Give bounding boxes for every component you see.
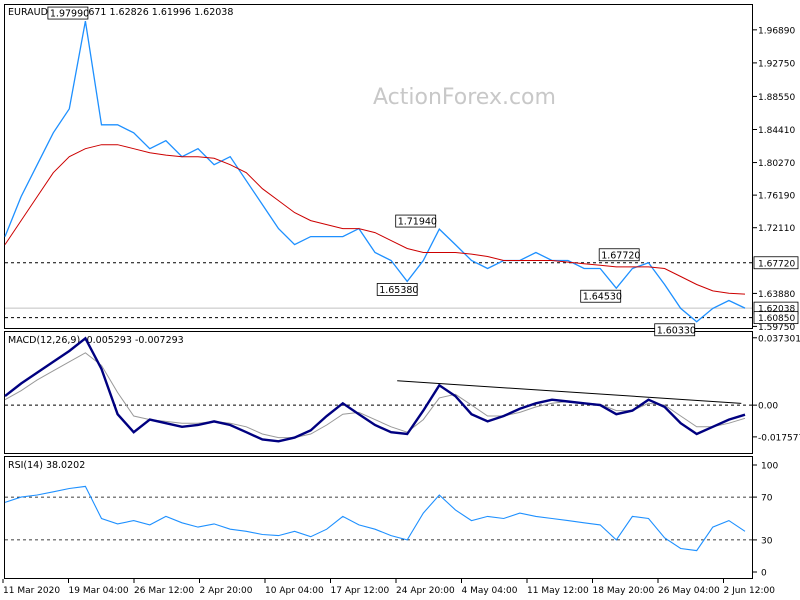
rsi-series	[4, 485, 746, 552]
rsi-panel-frame	[4, 456, 753, 579]
price-annotation-4: 1.64530	[583, 292, 622, 303]
price-tick-9: 1.62038	[758, 305, 795, 315]
x-tick-1: 19 Mar 04:00	[69, 586, 129, 596]
macd-trendline	[397, 380, 742, 404]
price-tick-7: 1.67720	[758, 259, 795, 269]
price-panel-frame	[4, 4, 753, 329]
price-tick-3: 1.84410	[758, 126, 795, 136]
x-tick-9: 18 May 20:00	[593, 586, 655, 596]
x-tick-2: 26 Mar 12:00	[134, 586, 194, 596]
macd-tick-2: -0.017577	[758, 433, 800, 443]
watermark: ActionForex.com	[373, 85, 556, 110]
macd-tick-0: 0.037301	[758, 334, 800, 344]
price-tick-5: 1.76190	[758, 192, 795, 202]
x-tick-6: 24 Apr 20:00	[396, 586, 455, 596]
price-annotation-box-1	[395, 214, 437, 228]
price-plot: 1.97990 1.71940 1.65380 1.67720 1.64530 1.603…	[4, 6, 752, 337]
price-tick-box-7	[753, 256, 799, 270]
x-tick-0: 11 Mar 2020	[3, 586, 60, 596]
price-annotation-box-5	[654, 323, 696, 337]
x-tick-4: 10 Apr 04:00	[265, 586, 324, 596]
price-annotation-0: 1.97990	[50, 9, 89, 20]
macd-series	[4, 336, 746, 443]
price-annotation-2: 1.65380	[379, 285, 418, 296]
rsi-panel-header: RSI(14) 38.0202	[8, 460, 85, 471]
x-tick-7: 4 May 04:00	[462, 586, 518, 596]
rsi-tick-1: 70	[761, 494, 773, 504]
x-tick-10: 26 May 04:00	[658, 586, 720, 596]
x-tick-11: 2 Jun 12:00	[724, 586, 776, 596]
price-tick-8: 1.63880	[758, 290, 795, 300]
price-tick-4: 1.80270	[758, 159, 795, 169]
macd-panel-frame	[4, 331, 753, 454]
macd-panel-header: MACD(12,26,9) -0.005293 -0.007293	[8, 335, 184, 346]
moving-average-series	[4, 144, 746, 295]
price-series	[4, 20, 746, 323]
rsi-tick-2: 30	[761, 536, 773, 546]
price-panel-header: EURAUD,H4 1.62671 1.62826 1.61996 1.6203…	[8, 7, 233, 18]
rsi-plot	[4, 485, 752, 552]
x-tick-5: 17 Apr 12:00	[331, 586, 390, 596]
price-tick-2: 1.88550	[758, 93, 795, 103]
price-tick-0: 1.96890	[758, 26, 795, 36]
axes: 1.96890 1.92750 1.88550 1.84410 1.80270 1.761…	[2, 26, 800, 596]
x-tick-3: 2 Apr 20:00	[200, 586, 253, 596]
price-tick-11: 1.59750	[758, 323, 795, 333]
price-annotation-box-2	[376, 283, 418, 296]
price-annotation-3: 1.67720	[601, 250, 640, 261]
price-annotation-box-3	[598, 248, 640, 262]
macd-signal-series	[4, 352, 746, 439]
price-annotation-1: 1.71940	[398, 217, 437, 228]
price-tick-6: 1.72110	[758, 224, 795, 234]
rsi-tick-0: 100	[761, 462, 778, 472]
price-annotation-box-0	[47, 6, 89, 20]
rsi-tick-3: 0	[761, 569, 767, 579]
price-annotation-5: 1.60330	[657, 325, 696, 336]
x-tick-8: 11 May 12:00	[527, 586, 589, 596]
price-tick-10: 1.60850	[758, 314, 795, 324]
price-annotation-box-4	[580, 289, 622, 303]
price-tick-1: 1.92750	[758, 59, 795, 69]
macd-tick-1: 0.00	[758, 402, 778, 412]
macd-plot	[4, 336, 752, 443]
price-tick-box-10	[753, 311, 799, 325]
